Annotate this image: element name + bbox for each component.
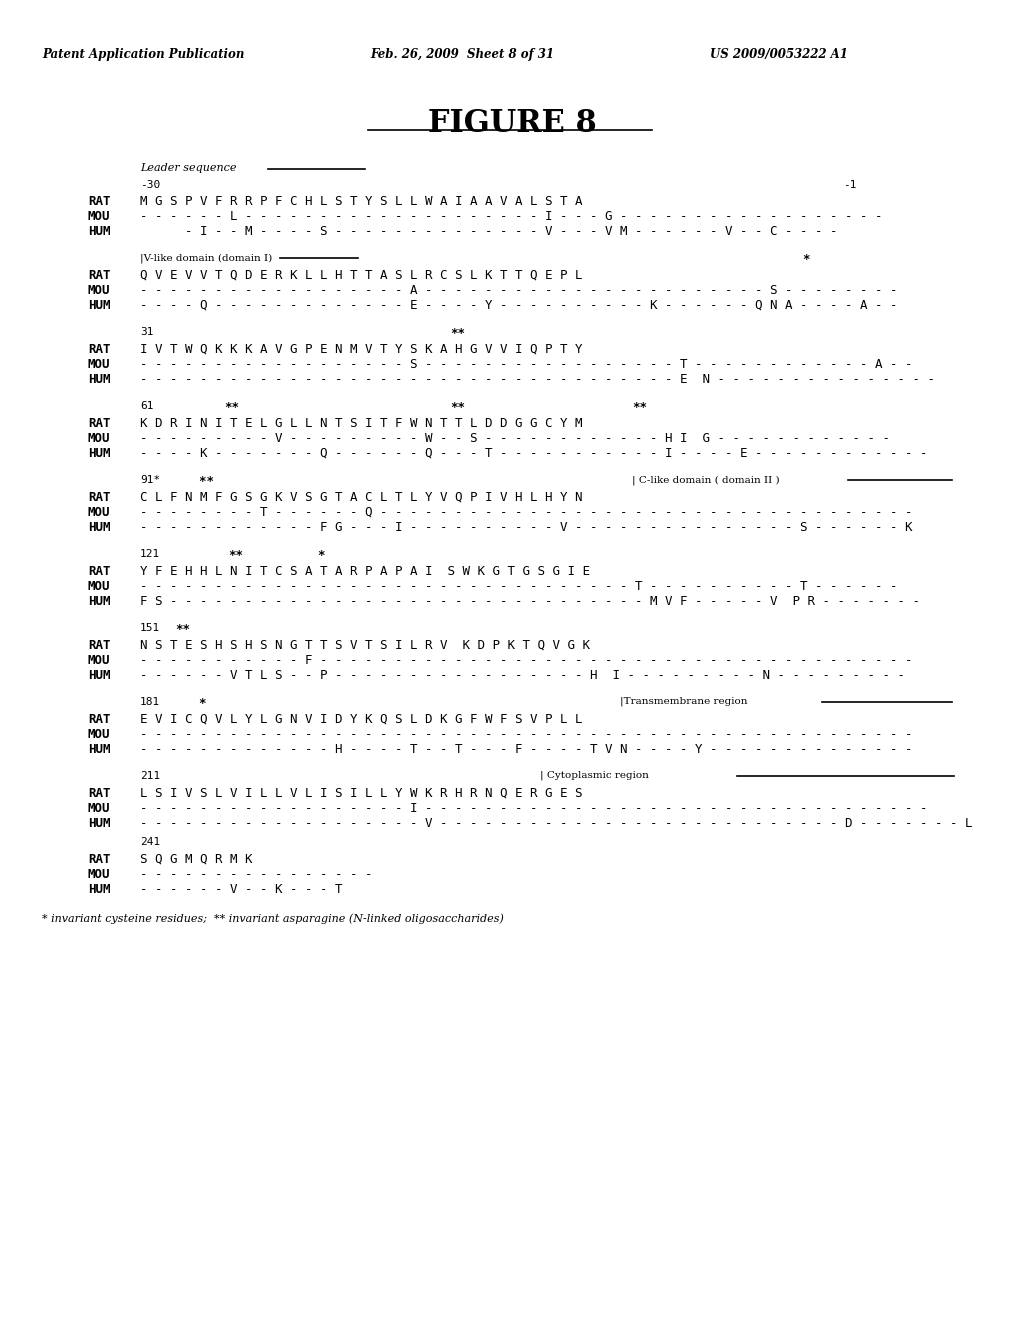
Text: RAT: RAT [88, 713, 111, 726]
Text: HUM: HUM [88, 300, 111, 312]
Text: HUM: HUM [88, 447, 111, 459]
Text: | Cytoplasmic region: | Cytoplasmic region [540, 771, 652, 780]
Text: RAT: RAT [88, 491, 111, 504]
Text: - - - - Q - - - - - - - - - - - - - E - - - - Y - - - - - - - - - - K - - - - - : - - - - Q - - - - - - - - - - - - - E - … [140, 300, 897, 312]
Text: RAT: RAT [88, 565, 111, 578]
Text: - - - - - - - - - - - - - - - - - - A - - - - - - - - - - - - - - - - - - - - - : - - - - - - - - - - - - - - - - - - A - … [140, 284, 897, 297]
Text: RAT: RAT [88, 787, 111, 800]
Text: RAT: RAT [88, 639, 111, 652]
Text: **: ** [450, 401, 465, 414]
Text: F S - - - - - - - - - - - - - - - - - - - - - - - - - - - - - - - - M V F - - - : F S - - - - - - - - - - - - - - - - - - … [140, 595, 920, 609]
Text: 31: 31 [140, 327, 154, 337]
Text: 241: 241 [140, 837, 160, 847]
Text: - - - - - - - - - V - - - - - - - - - W - - S - - - - - - - - - - - - H I  G - -: - - - - - - - - - V - - - - - - - - - W … [140, 432, 890, 445]
Text: C L F N M F G S G K V S G T A C L T L Y V Q P I V H L H Y N: C L F N M F G S G K V S G T A C L T L Y … [140, 491, 583, 504]
Text: Y F E H H L N I T C S A T A R P A P A I  S W K G T G S G I E: Y F E H H L N I T C S A T A R P A P A I … [140, 565, 590, 578]
Text: Leader sequence: Leader sequence [140, 162, 237, 173]
Text: RAT: RAT [88, 269, 111, 282]
Text: - - - - - - - - - - - - - - - - - - - - - - - - - - - - - - - - - T - - - - - - : - - - - - - - - - - - - - - - - - - - - … [140, 579, 897, 593]
Text: 151: 151 [140, 623, 160, 634]
Text: E V I C Q V L Y L G N V I D Y K Q S L D K G F W F S V P L L: E V I C Q V L Y L G N V I D Y K Q S L D … [140, 713, 583, 726]
Text: *: * [184, 697, 207, 710]
Text: **: ** [228, 549, 243, 562]
Text: - - - - - - - - - - - - - H - - - - T - - T - - - F - - - - T V N - - - - Y - - : - - - - - - - - - - - - - H - - - - T - … [140, 743, 912, 756]
Text: MOU: MOU [88, 579, 111, 593]
Text: HUM: HUM [88, 595, 111, 609]
Text: * invariant cysteine residues;  ** invariant asparagine (N-linked oligosaccharid: * invariant cysteine residues; ** invari… [42, 913, 504, 924]
Text: |V-like domain (domain I): |V-like domain (domain I) [140, 253, 275, 263]
Text: Patent Application Publication: Patent Application Publication [42, 48, 245, 61]
Text: -30: -30 [140, 180, 160, 190]
Text: MOU: MOU [88, 358, 111, 371]
Text: S Q G M Q R M K: S Q G M Q R M K [140, 853, 253, 866]
Text: *: * [303, 549, 326, 562]
Text: MOU: MOU [88, 803, 111, 814]
Text: MOU: MOU [88, 210, 111, 223]
Text: 61: 61 [140, 401, 154, 411]
Text: HUM: HUM [88, 669, 111, 682]
Text: L S I V S L V I L L V L I S I L L Y W K R H R N Q E R G E S: L S I V S L V I L L V L I S I L L Y W K … [140, 787, 583, 800]
Text: K D R I N I T E L G L L N T S I T F W N T T L D D G G C Y M: K D R I N I T E L G L L N T S I T F W N … [140, 417, 583, 430]
Text: | C-like domain ( domain II ): | C-like domain ( domain II ) [632, 475, 779, 484]
Text: *: * [802, 253, 810, 267]
Text: HUM: HUM [88, 374, 111, 385]
Text: - - - - K - - - - - - - Q - - - - - - Q - - - T - - - - - - - - - - - I - - - - : - - - - K - - - - - - - Q - - - - - - Q … [140, 447, 928, 459]
Text: 121: 121 [140, 549, 160, 558]
Text: **: ** [632, 401, 647, 414]
Text: **: ** [224, 401, 239, 414]
Text: MOU: MOU [88, 432, 111, 445]
Text: 211: 211 [140, 771, 160, 781]
Text: RAT: RAT [88, 195, 111, 209]
Text: HUM: HUM [88, 224, 111, 238]
Text: RAT: RAT [88, 343, 111, 356]
Text: **: ** [450, 327, 465, 341]
Text: I V T W Q K K K A V G P E N M V T Y S K A H G V V I Q P T Y: I V T W Q K K K A V G P E N M V T Y S K … [140, 343, 583, 356]
Text: Q V E V V T Q D E R K L L H T T A S L R C S L K T T Q E P L: Q V E V V T Q D E R K L L H T T A S L R … [140, 269, 583, 282]
Text: - - - - - - - - - - - - - - - - - - - - - - - - - - - - - - - - - - - - - - - - : - - - - - - - - - - - - - - - - - - - - … [140, 729, 912, 741]
Text: HUM: HUM [88, 521, 111, 535]
Text: - I - - M - - - - S - - - - - - - - - - - - - - V - - - V M - - - - - - V - - C : - I - - M - - - - S - - - - - - - - - - … [140, 224, 838, 238]
Text: M G S P V F R R P F C H L S T Y S L L W A I A A V A L S T A: M G S P V F R R P F C H L S T Y S L L W … [140, 195, 583, 209]
Text: -1: -1 [843, 180, 856, 190]
Text: - - - - - - L - - - - - - - - - - - - - - - - - - - - I - - - G - - - - - - - - : - - - - - - L - - - - - - - - - - - - - … [140, 210, 883, 223]
Text: **: ** [184, 475, 214, 488]
Text: - - - - - - - - - - - - - - - - - - I - - - - - - - - - - - - - - - - - - - - - : - - - - - - - - - - - - - - - - - - I - … [140, 803, 928, 814]
Text: MOU: MOU [88, 729, 111, 741]
Text: 91*: 91* [140, 475, 160, 484]
Text: - - - - - - - - - - - - - - - - - - S - - - - - - - - - - - - - - - - - T - - - : - - - - - - - - - - - - - - - - - - S - … [140, 358, 912, 371]
Text: - - - - - - - - - - - F - - - - - - - - - - - - - - - - - - - - - - - - - - - - : - - - - - - - - - - - F - - - - - - - - … [140, 653, 912, 667]
Text: HUM: HUM [88, 817, 111, 830]
Text: - - - - - - - - T - - - - - - Q - - - - - - - - - - - - - - - - - - - - - - - - : - - - - - - - - T - - - - - - Q - - - - … [140, 506, 912, 519]
Text: MOU: MOU [88, 869, 111, 880]
Text: HUM: HUM [88, 743, 111, 756]
Text: |Transmembrane region: |Transmembrane region [620, 697, 751, 706]
Text: HUM: HUM [88, 883, 111, 896]
Text: RAT: RAT [88, 417, 111, 430]
Text: - - - - - - - - - - - - - - - -: - - - - - - - - - - - - - - - - [140, 869, 373, 880]
Text: - - - - - - - - - - - - - - - - - - - - - - - - - - - - - - - - - - - - E  N - -: - - - - - - - - - - - - - - - - - - - - … [140, 374, 935, 385]
Text: - - - - - - - - - - - - - - - - - - - V - - - - - - - - - - - - - - - - - - - - : - - - - - - - - - - - - - - - - - - - V … [140, 817, 973, 830]
Text: FIGURE 8: FIGURE 8 [428, 108, 596, 139]
Text: N S T E S H S H S N G T T S V T S I L R V  K D P K T Q V G K: N S T E S H S H S N G T T S V T S I L R … [140, 639, 590, 652]
Text: - - - - - - V T L S - - P - - - - - - - - - - - - - - - - - H  I - - - - - - - -: - - - - - - V T L S - - P - - - - - - - … [140, 669, 905, 682]
Text: MOU: MOU [88, 284, 111, 297]
Text: **: ** [175, 623, 190, 636]
Text: - - - - - - V - - K - - - T: - - - - - - V - - K - - - T [140, 883, 342, 896]
Text: Feb. 26, 2009  Sheet 8 of 31: Feb. 26, 2009 Sheet 8 of 31 [370, 48, 554, 61]
Text: 181: 181 [140, 697, 160, 708]
Text: US 2009/0053222 A1: US 2009/0053222 A1 [710, 48, 848, 61]
Text: RAT: RAT [88, 853, 111, 866]
Text: MOU: MOU [88, 653, 111, 667]
Text: - - - - - - - - - - - - F G - - - I - - - - - - - - - - V - - - - - - - - - - - : - - - - - - - - - - - - F G - - - I - - … [140, 521, 912, 535]
Text: MOU: MOU [88, 506, 111, 519]
